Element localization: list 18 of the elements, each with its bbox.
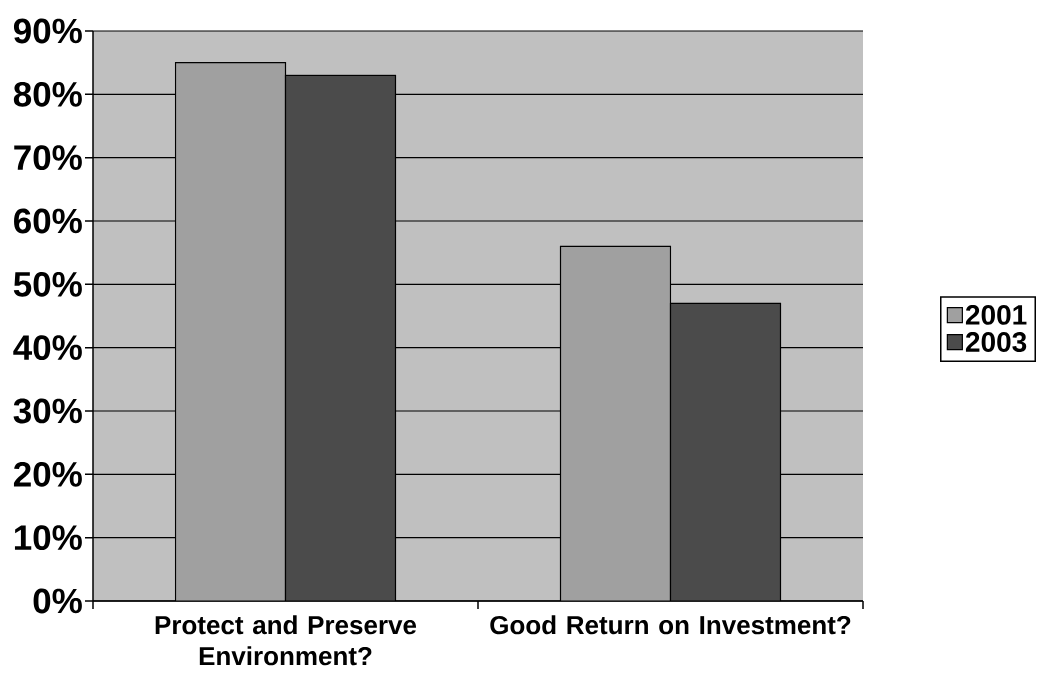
y-tick-label: 70% — [14, 145, 82, 171]
x-tick-label: Protect and Preserve Environment? — [155, 615, 417, 666]
legend-label: 2003 — [965, 332, 1027, 352]
legend-label: 2001 — [965, 305, 1027, 325]
bar — [284, 74, 397, 601]
bar — [174, 62, 287, 601]
y-tick-label: 30% — [13, 398, 82, 424]
y-tick-label: 60% — [14, 208, 82, 234]
x-tick-label: Good Return on Investment? — [490, 615, 851, 635]
y-tick-label: 0% — [33, 588, 82, 614]
y-tick-label: 20% — [13, 461, 82, 487]
y-tick-label: 10% — [14, 525, 82, 551]
bar — [559, 245, 672, 601]
y-tick-label: 80% — [13, 81, 82, 107]
y-tick-label: 90% — [13, 18, 82, 44]
y-tick-label: 50% — [13, 271, 82, 297]
y-tick-label: 40% — [13, 335, 82, 361]
bar — [669, 302, 782, 601]
